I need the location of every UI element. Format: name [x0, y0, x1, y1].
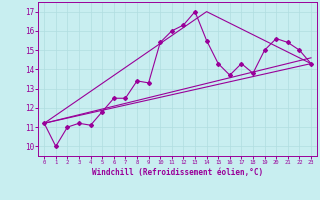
X-axis label: Windchill (Refroidissement éolien,°C): Windchill (Refroidissement éolien,°C): [92, 168, 263, 177]
